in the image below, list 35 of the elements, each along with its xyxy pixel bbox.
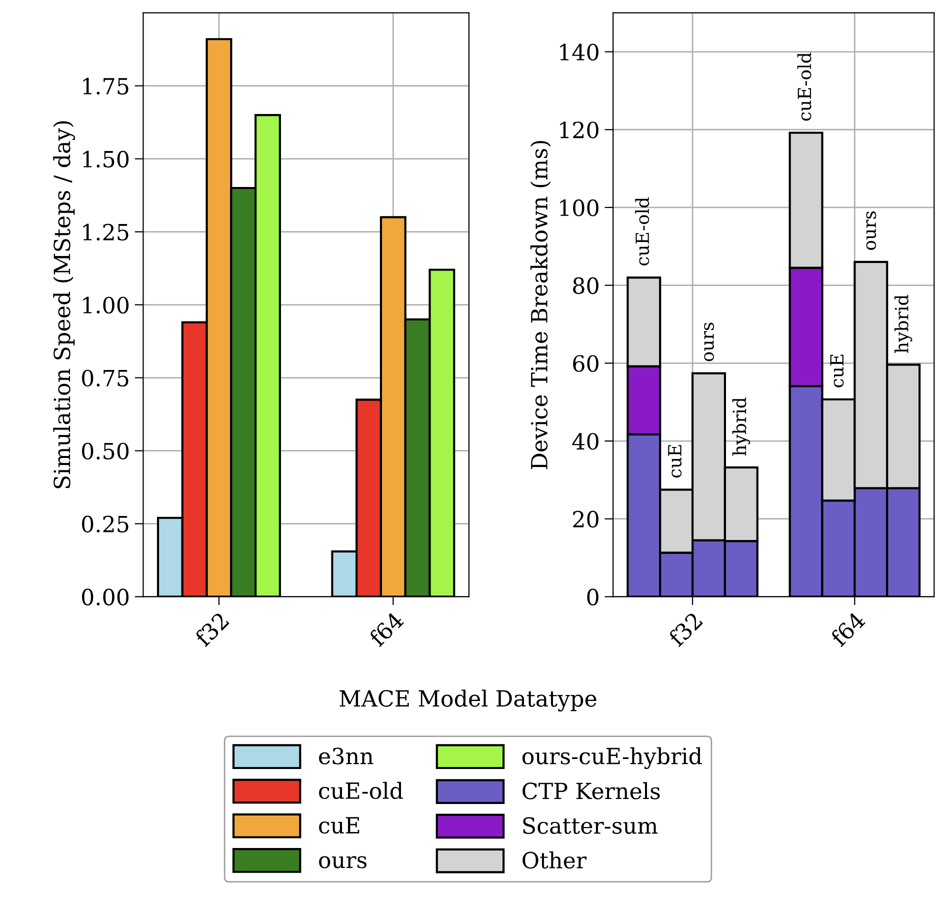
legend-label: e3nn: [319, 748, 374, 764]
y-tick-label: 1.50: [83, 150, 129, 168]
legend-label: CTP Kernels: [522, 782, 660, 800]
annotation: cuE-old: [635, 197, 650, 266]
annotation: hybrid: [732, 398, 750, 456]
legend-label: cuE-old: [319, 782, 403, 800]
y-tick-label: 120: [560, 122, 598, 138]
y-tick-label: 1.00: [83, 296, 129, 314]
y-tick-label: 60: [573, 355, 598, 372]
legend-label: Scatter-sum: [523, 817, 658, 834]
annotation: cuE: [668, 445, 682, 478]
y-axis-title: Device Time Breakdown (ms): [530, 140, 551, 470]
legend-label: cuE: [319, 817, 360, 834]
y-tick-label: 0.00: [82, 588, 129, 606]
annotation: hybrid: [894, 294, 912, 353]
y-tick-label: 100: [560, 199, 598, 216]
annotation: ours: [704, 322, 714, 362]
y-tick-label: 0: [587, 588, 598, 606]
y-tick-label: 1.75: [83, 78, 128, 95]
y-tick-label: 0.25: [82, 516, 128, 532]
annotation: cuE-old: [797, 52, 812, 121]
legend-label: ours: [319, 856, 367, 868]
annotation: ours: [866, 211, 876, 250]
y-tick-label: 0.75: [82, 370, 128, 387]
y-tick-label: 140: [560, 44, 598, 61]
legend-label: ours-cuE-hybrid: [522, 747, 702, 770]
y-tick-label: 80: [573, 277, 598, 294]
y-tick-label: 1.25: [83, 224, 128, 241]
legend-label: Other: [522, 851, 587, 869]
x-axis-title: MACE Model Datatype: [340, 690, 596, 712]
y-tick-label: 0.50: [82, 442, 129, 460]
y-tick-label: 40: [572, 432, 598, 450]
y-axis-title: Simulation Speed (MSteps / day): [53, 121, 75, 488]
annotation: cuE: [830, 354, 844, 388]
y-tick-label: 20: [573, 510, 598, 528]
